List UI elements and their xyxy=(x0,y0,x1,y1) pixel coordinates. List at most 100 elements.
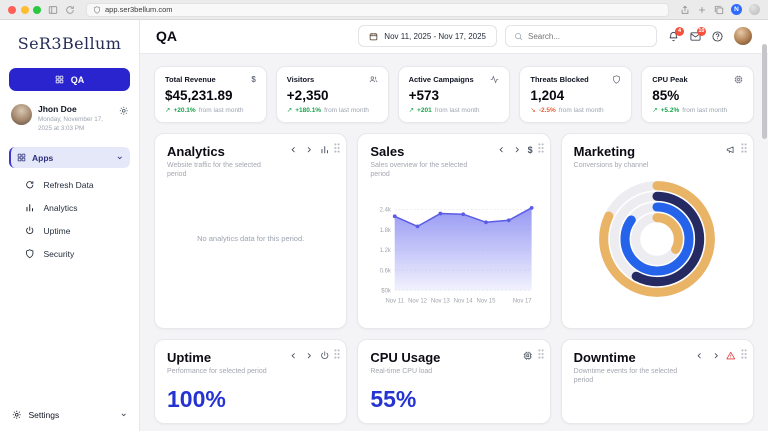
drag-handle-icon[interactable] xyxy=(740,347,748,365)
card-subtitle: Performance for selected period xyxy=(167,367,267,375)
widget-row-bottom: Uptime Performance for selected period 1… xyxy=(154,338,754,425)
sales-card: Sales Sales overview for the selected pe… xyxy=(357,132,551,329)
minimize-window-button[interactable] xyxy=(20,5,29,14)
sidebar-item-security[interactable]: Security xyxy=(9,242,130,265)
url-text: app.ser3bellum.com xyxy=(105,5,173,14)
page-scrollbar[interactable] xyxy=(762,44,767,139)
browser-chrome: app.ser3bellum.com N xyxy=(0,0,768,20)
sidebar-section-apps[interactable]: Apps xyxy=(9,147,130,169)
dashboard-content: Total Revenue $ $45,231.89 ↗ +20.1% from… xyxy=(140,54,768,431)
marketing-radial-chart xyxy=(574,170,741,308)
uptime-value: 100% xyxy=(167,386,226,413)
kpi-trend-note: from last month xyxy=(324,106,369,114)
tabs-overview-icon[interactable] xyxy=(714,5,724,15)
downtime-card: Downtime Downtime events for the selecte… xyxy=(560,338,754,425)
sidebar-settings[interactable]: Settings xyxy=(9,408,130,422)
help-icon[interactable] xyxy=(712,31,723,42)
kpi-trend-percent: -2.5% xyxy=(538,106,556,114)
browser-profile-badge[interactable]: N xyxy=(731,4,742,15)
drag-handle-icon[interactable] xyxy=(333,347,341,365)
warning-triangle-icon[interactable] xyxy=(726,351,736,361)
svg-text:1.2k: 1.2k xyxy=(380,248,391,254)
window-controls xyxy=(8,5,41,14)
calendar-icon xyxy=(369,32,378,41)
kpi-value: +573 xyxy=(408,87,440,103)
sidebar-toggle-icon[interactable] xyxy=(48,5,58,15)
svg-text:Nov 11: Nov 11 xyxy=(386,299,405,305)
kpi-title: Threats Blocked xyxy=(530,74,589,84)
chevron-right-icon[interactable] xyxy=(304,351,314,361)
address-bar[interactable]: app.ser3bellum.com xyxy=(86,2,669,17)
chevron-left-icon[interactable] xyxy=(497,145,507,155)
cpu-icon xyxy=(734,75,743,84)
card-subtitle: Downtime events for the selected period xyxy=(573,367,678,385)
header-user-avatar[interactable] xyxy=(734,27,752,46)
chevron-left-icon[interactable] xyxy=(289,145,299,155)
chevron-right-icon[interactable] xyxy=(512,145,522,155)
trend-up-icon: ↗ xyxy=(408,106,415,114)
card-title: Downtime xyxy=(573,349,636,365)
notifications-badge: 4 xyxy=(675,26,684,36)
kpi-title: CPU Peak xyxy=(652,74,688,84)
notifications-bell-icon[interactable]: 4 xyxy=(668,26,684,42)
user-avatar xyxy=(11,104,32,125)
drag-handle-icon[interactable] xyxy=(537,141,545,159)
reload-icon[interactable] xyxy=(65,5,75,15)
chevron-right-icon[interactable] xyxy=(711,351,721,361)
bar-chart-icon[interactable] xyxy=(320,145,330,155)
topbar: QA Nov 11, 2025 - Nov 17, 2025 4 10 xyxy=(140,20,768,54)
cpu-usage-card: CPU Usage Real-time CPU load 55% xyxy=(357,338,551,425)
megaphone-icon[interactable] xyxy=(726,145,736,155)
browser-account-avatar[interactable] xyxy=(749,4,760,15)
kpi-value: 85% xyxy=(652,87,680,103)
dollar-icon[interactable]: $ xyxy=(527,144,533,155)
sidebar-items: Refresh Data Analytics Uptime Security xyxy=(9,173,130,265)
card-subtitle: Real-time CPU load xyxy=(370,367,433,375)
kpi-trend-note: from last month xyxy=(558,106,604,114)
kpi-title: Visitors xyxy=(286,74,315,84)
qa-workspace-button[interactable]: QA xyxy=(9,68,130,91)
sidebar-item-label: Refresh Data xyxy=(43,179,94,190)
chevron-left-icon[interactable] xyxy=(695,351,705,361)
svg-text:$0k: $0k xyxy=(382,289,392,295)
kpi-visitors: Visitors +2,350 ↗ +180.1% from last mont… xyxy=(275,65,389,123)
svg-text:Nov 13: Nov 13 xyxy=(431,299,451,305)
kpi-trend-note: from last month xyxy=(198,106,244,114)
kpi-trend-note: from last month xyxy=(434,106,480,114)
power-icon[interactable] xyxy=(320,350,330,361)
drag-handle-icon[interactable] xyxy=(537,347,545,365)
shield-icon xyxy=(612,74,621,84)
sidebar-item-label: Security xyxy=(43,248,75,259)
user-date: Monday, November 17, 2025 at 3:03 PM xyxy=(38,116,103,133)
trend-down-icon: ↘ xyxy=(530,106,536,114)
new-tab-icon[interactable] xyxy=(697,5,707,15)
close-window-button[interactable] xyxy=(8,5,16,14)
sidebar-item-refresh-data[interactable]: Refresh Data xyxy=(9,173,130,196)
activity-icon xyxy=(490,75,499,84)
trend-up-icon: ↗ xyxy=(286,106,293,114)
sidebar-item-analytics[interactable]: Analytics xyxy=(9,196,130,219)
card-title: Analytics xyxy=(167,143,225,159)
grid-icon xyxy=(55,75,64,84)
cpu-usage-value: 55% xyxy=(370,386,417,413)
date-range-picker[interactable]: Nov 11, 2025 - Nov 17, 2025 xyxy=(358,25,497,48)
widget-row-main: Analytics Website traffic for the select… xyxy=(154,132,754,329)
chevron-left-icon[interactable] xyxy=(289,351,299,361)
sales-area-chart: $0k 0.6k 1.2k 1.8k 2.4k Nov 11 Nov 12 Nov 13 Nov… xyxy=(370,190,537,324)
drag-handle-icon[interactable] xyxy=(740,141,748,159)
kpi-trend-percent: +201 xyxy=(417,106,432,114)
cpu-icon[interactable] xyxy=(523,351,533,361)
zoom-window-button[interactable] xyxy=(33,5,41,14)
svg-text:1.8k: 1.8k xyxy=(380,228,391,234)
chevron-down-icon xyxy=(116,154,124,162)
user-settings-gear-icon[interactable] xyxy=(119,106,129,116)
svg-text:0.6k: 0.6k xyxy=(380,268,391,274)
drag-handle-icon[interactable] xyxy=(333,141,341,159)
kpi-trend-percent: +180.1% xyxy=(295,106,322,114)
sidebar-item-uptime[interactable]: Uptime xyxy=(9,219,130,242)
messages-mail-icon[interactable]: 10 xyxy=(690,26,706,42)
chevron-right-icon[interactable] xyxy=(304,145,314,155)
search-input[interactable] xyxy=(528,31,648,41)
share-icon[interactable] xyxy=(680,5,690,15)
user-profile[interactable]: Jhon Doe Monday, November 17, 2025 at 3:… xyxy=(9,104,130,133)
